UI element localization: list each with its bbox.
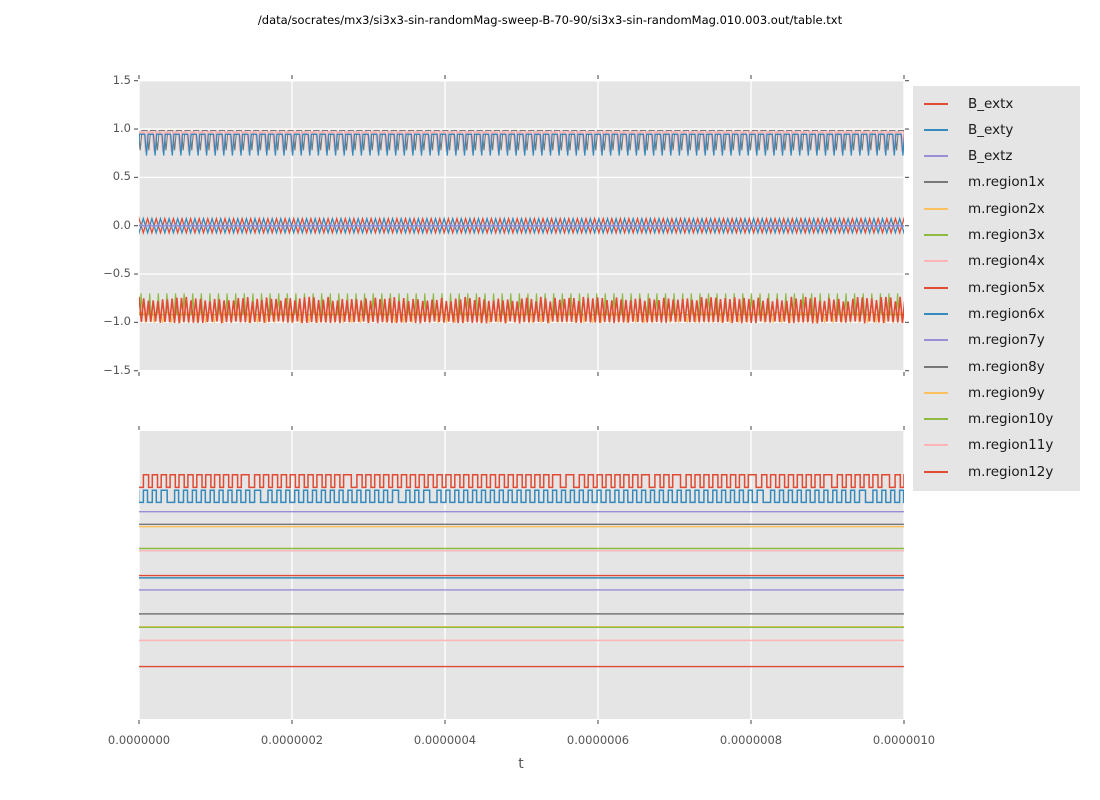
legend-item: B_exty (913, 117, 1080, 143)
y-tick-label: 0.5 (112, 169, 131, 184)
figure-title: /data/socrates/mx3/si3x3-sin-randomMag-s… (257, 13, 843, 27)
legend: B_extx B_exty B_extz m.region1x m.region2x m.… (913, 86, 1080, 491)
legend-item-label: m.region5x (968, 279, 1045, 296)
legend-item: B_extx (913, 91, 1080, 117)
y-tick-label: −1.5 (103, 362, 131, 377)
legend-swatch (924, 234, 948, 236)
legend-swatch (924, 418, 948, 421)
legend-item-label: m.region11y (968, 437, 1054, 454)
legend-item-label: m.region4x (968, 253, 1045, 270)
legend-swatch (924, 260, 948, 263)
legend-item: m.region1x (913, 169, 1080, 195)
legend-item-label: m.region6x (968, 305, 1045, 322)
x-tick-label: 0.0000000 (107, 733, 171, 747)
x-tick-label: 0.0000010 (872, 733, 936, 747)
legend-item: m.region4x (913, 248, 1080, 274)
legend-item: m.region10y (913, 406, 1080, 432)
legend-item: B_extz (913, 143, 1080, 169)
legend-swatch (924, 286, 948, 289)
legend-swatch (924, 181, 948, 184)
legend-item: m.region3x (913, 222, 1080, 248)
x-tick-label: 0.0000006 (566, 733, 630, 747)
legend-swatch (924, 312, 948, 315)
legend-item-label: B_extz (968, 148, 1013, 165)
x-tick-label: 0.0000008 (719, 733, 783, 747)
legend-swatch (924, 365, 948, 368)
legend-item: m.region6x (913, 301, 1080, 327)
legend-item: m.region5x (913, 275, 1080, 301)
y-tick-label: −1.0 (103, 314, 131, 329)
legend-swatch (924, 470, 948, 473)
legend-item: m.region7y (913, 327, 1080, 353)
legend-item-label: m.region8y (968, 358, 1045, 375)
legend-item: m.region11y (913, 432, 1080, 458)
legend-item-label: m.region9y (968, 384, 1045, 401)
legend-item: m.region9y (913, 380, 1080, 406)
legend-item-label: m.region7y (968, 332, 1045, 349)
x-tick-label: 0.0000004 (413, 733, 477, 747)
legend-swatch (924, 444, 948, 447)
y-tick-label: 1.5 (112, 72, 131, 87)
legend-item-label: m.region10y (968, 411, 1054, 428)
legend-swatch (924, 102, 948, 105)
legend-swatch (924, 207, 948, 210)
legend-item-label: m.region1x (968, 174, 1045, 191)
x-tick-label: 0.0000002 (260, 733, 324, 747)
legend-swatch (924, 128, 948, 131)
legend-item-label: B_extx (968, 95, 1014, 112)
legend-item-label: m.region12y (968, 463, 1054, 480)
x-axis-label: t (518, 756, 524, 772)
legend-swatch (924, 155, 948, 158)
y-tick-label: 1.0 (112, 121, 131, 136)
legend-swatch (924, 391, 948, 394)
y-tick-label: 0.0 (112, 217, 131, 232)
legend-item: m.region2x (913, 196, 1080, 222)
legend-swatch (924, 339, 948, 342)
legend-item-label: m.region2x (968, 200, 1045, 217)
legend-item-label: m.region3x (968, 227, 1045, 243)
legend-item: m.region8y (913, 354, 1080, 380)
y-tick-label: −0.5 (103, 266, 131, 281)
legend-item: m.region12y (913, 459, 1080, 485)
legend-item-label: B_exty (968, 121, 1014, 138)
